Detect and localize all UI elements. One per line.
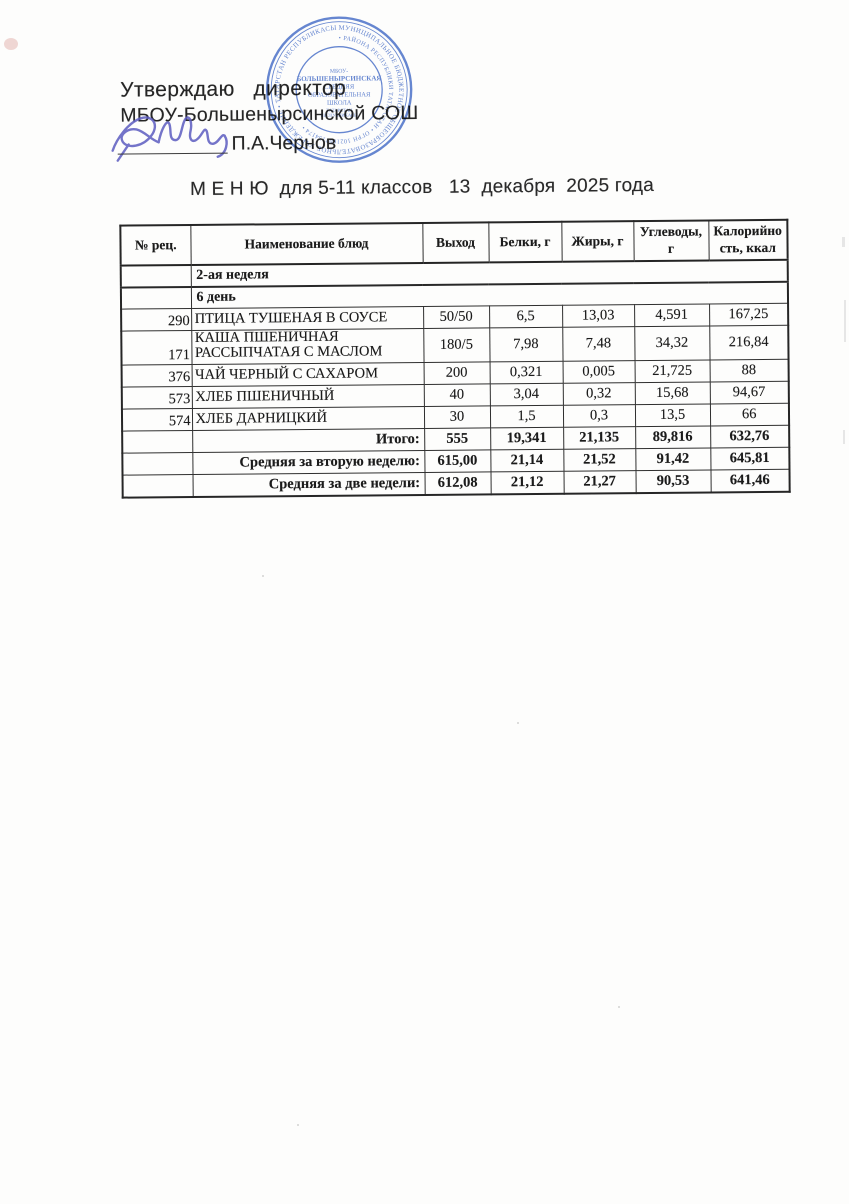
empty-cell — [122, 452, 193, 476]
fat-cell: 13,03 — [562, 304, 635, 327]
table-header-row: № рец. Наименование блюд Выход Белки, г … — [120, 219, 788, 266]
carbs-cell: 4,591 — [634, 303, 710, 327]
kcal-cell: 94,67 — [709, 381, 789, 405]
fat-cell: 7,48 — [562, 326, 635, 362]
kcal-cell: 66 — [709, 403, 790, 427]
stamp-center-line: МБОУ- — [330, 69, 348, 75]
scan-speck — [262, 575, 264, 577]
protein-cell: 3,04 — [489, 383, 563, 407]
scan-speck — [297, 1124, 299, 1126]
fat-cell: 21,27 — [563, 471, 636, 494]
scan-streak — [843, 430, 845, 444]
output-cell: 40 — [423, 384, 490, 407]
totals-label: Итого: — [192, 428, 425, 453]
output-cell: 612,08 — [424, 472, 491, 495]
totals-label: Средняя за вторую неделю: — [192, 450, 425, 475]
recipe-number-cell: 574 — [121, 408, 193, 432]
stamp-center-line: ШКОЛА — [327, 100, 352, 107]
table-row: 171 КАША ПШЕНИЧНАЯ РАССЫПЧАТАЯ С МАСЛОМ … — [121, 324, 789, 366]
protein-cell: 21,12 — [490, 471, 564, 495]
menu-title: М Е Н Ю для 5-11 классов 13 декабря 2025… — [189, 174, 655, 201]
totals-row: Средняя за две недели: 612,08 21,12 21,2… — [122, 469, 790, 498]
kcal-cell: 167,25 — [709, 302, 789, 326]
protein-cell: 7,98 — [489, 326, 563, 363]
output-cell: 30 — [423, 406, 491, 429]
protein-cell: 6,5 — [489, 304, 563, 328]
scan-streak — [842, 237, 845, 247]
col-header-carbs: Углеводы, г — [633, 220, 709, 262]
menu-table: № рец. Наименование блюд Выход Белки, г … — [119, 218, 791, 499]
empty-cell — [122, 430, 193, 454]
scan-smudge — [4, 38, 18, 50]
col-header-fat: Жиры, г — [561, 221, 634, 262]
dish-name-cell: ЧАЙ ЧЕРНЫЙ С САХАРОМ — [191, 362, 424, 387]
totals-label: Средняя за две недели: — [192, 472, 425, 497]
output-cell: 200 — [423, 362, 490, 385]
kcal-cell: 216,84 — [709, 324, 789, 361]
fat-cell: 0,3 — [562, 405, 636, 428]
output-cell: 50/50 — [423, 305, 490, 328]
protein-cell: 0,321 — [489, 361, 563, 385]
output-cell: 555 — [424, 428, 491, 451]
recipe-number-cell: 171 — [121, 329, 192, 366]
scan-speck — [517, 722, 519, 724]
scan-speck — [618, 1006, 620, 1008]
carbs-cell: 13,5 — [634, 404, 711, 428]
stamp-center-line: СРЕДНЯЯ — [324, 84, 355, 91]
scan-streak — [844, 300, 846, 342]
col-header-protein: Белки, г — [488, 221, 562, 263]
carbs-cell: 21,725 — [634, 360, 710, 384]
col-header-recipe-no: № рец. — [120, 225, 191, 266]
stamp-center-line: БОЛЬШЕНЫРСИНСКАЯ — [297, 74, 382, 83]
stamp-center-line: РЕСПУБЛИКАСЫ — [321, 113, 358, 118]
carbs-cell: 89,816 — [635, 426, 711, 450]
fat-cell: 21,135 — [563, 427, 636, 450]
kcal-cell: 88 — [709, 359, 789, 383]
kcal-cell: 632,76 — [710, 425, 790, 449]
protein-cell: 21,14 — [490, 449, 564, 473]
carbs-cell: 91,42 — [635, 448, 711, 472]
dish-name-cell: ПТИЦА ТУШЕНАЯ В СОУСЕ — [191, 305, 424, 330]
protein-cell: 1,5 — [489, 405, 564, 429]
dish-name-cell: ХЛЕБ ПШЕНИЧНЫЙ — [191, 384, 424, 409]
col-header-dish-name: Наименование блюд — [190, 222, 423, 265]
protein-cell: 19,341 — [490, 427, 564, 451]
col-header-output: Выход — [422, 222, 489, 263]
recipe-number-cell: 290 — [121, 307, 192, 331]
empty-cell — [120, 264, 191, 288]
empty-cell — [122, 474, 193, 498]
output-cell: 180/5 — [423, 327, 490, 363]
fat-cell: 21,52 — [563, 449, 636, 472]
recipe-number-cell: 573 — [121, 386, 192, 410]
fat-cell: 0,005 — [562, 361, 635, 384]
output-cell: 615,00 — [424, 450, 491, 473]
kcal-cell: 645,81 — [710, 447, 790, 471]
carbs-cell: 34,32 — [634, 325, 710, 362]
col-header-kcal: Калорийно сть, ккал — [708, 219, 788, 261]
official-stamp: МУНИЦИПАЛЬНОЕ БЮДЖЕТНОЕ ОБЩЕОБРАЗОВАТЕЛЬ… — [264, 14, 413, 163]
carbs-cell: 15,68 — [634, 382, 710, 406]
recipe-number-cell: 376 — [121, 364, 192, 388]
dish-name-cell: КАША ПШЕНИЧНАЯ РАССЫПЧАТАЯ С МАСЛОМ — [191, 327, 424, 365]
fat-cell: 0,32 — [562, 383, 635, 406]
kcal-cell: 641,46 — [710, 469, 790, 493]
stamp-center-line: ТАТАРСТАН — [326, 108, 353, 113]
stamp-center-line: ОБРАЗОВАТЕЛЬНАЯ — [308, 91, 371, 99]
carbs-cell: 90,53 — [635, 470, 711, 494]
director-signature — [111, 116, 228, 162]
empty-cell — [120, 286, 192, 309]
dish-name-cell: ХЛЕБ ДАРНИЦКИЙ — [191, 406, 425, 431]
